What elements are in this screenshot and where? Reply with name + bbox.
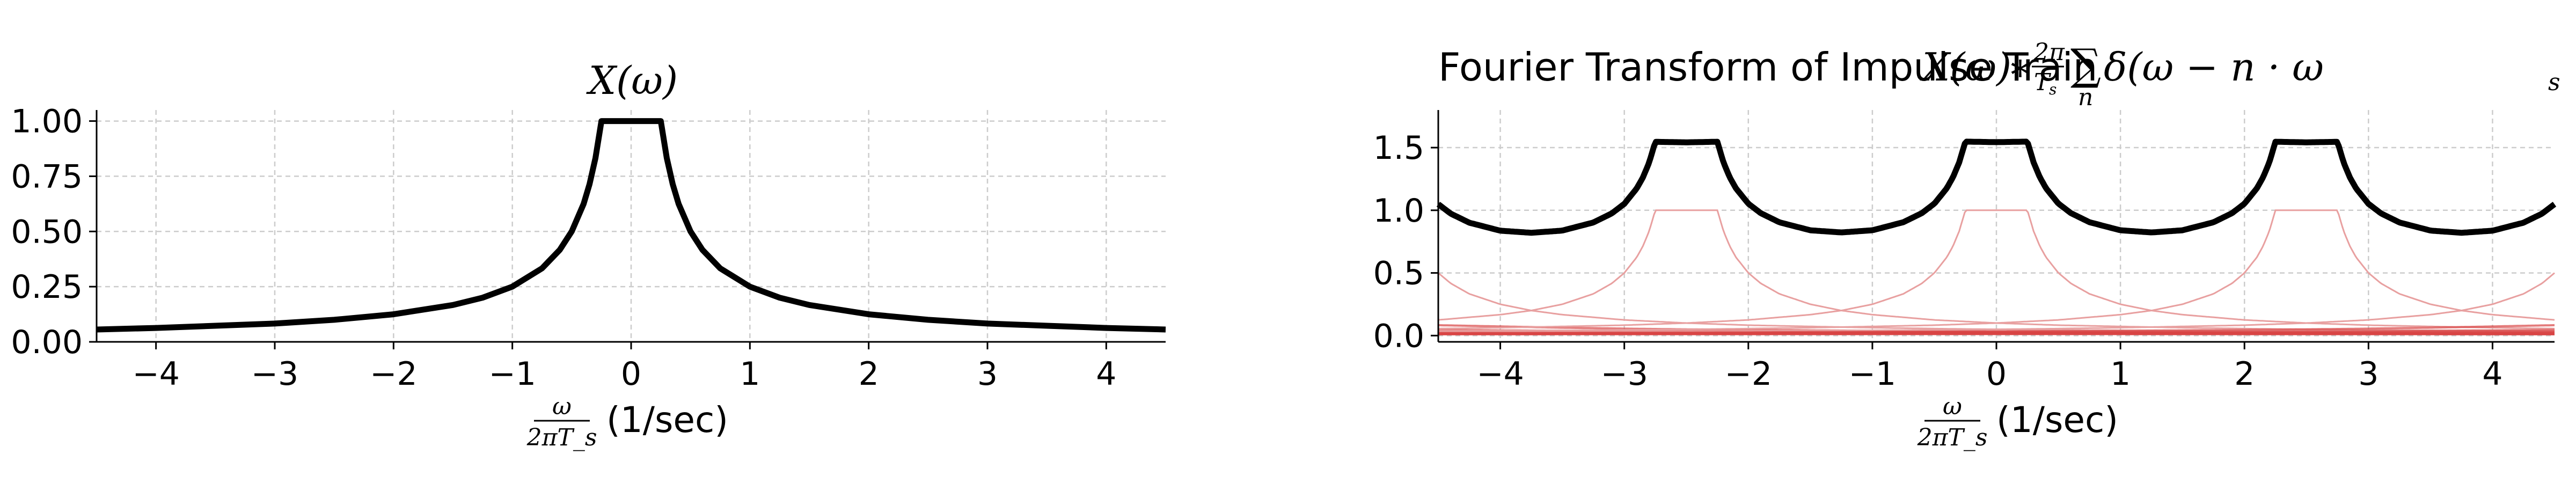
left-xtick-label: −3 (251, 355, 298, 393)
chart-impulse-train: −4 −3 −2 −1 0 1 2 3 4 0.0 0.5 1.0 1.5 Fourier Transf… (1373, 39, 2560, 451)
right-shifted-copy-line (1438, 209, 2555, 330)
left-xtick-label: 1 (740, 355, 760, 393)
right-xlabel-unit: (1/sec) (1996, 399, 2118, 441)
chart-x-omega: −4 −3 −2 −1 0 1 2 3 4 0.00 0.25 0.50 0.75 1.00 X(ω) ω… (11, 58, 1166, 451)
right-shifted-copy-line (1438, 209, 2555, 332)
right-sum-series (1436, 138, 2557, 236)
right-xtick-label: −3 (1600, 355, 1648, 393)
left-ytick-label: 0.50 (11, 213, 83, 251)
left-ytick-label: 1.00 (11, 103, 83, 141)
right-shifted-copy-line (1438, 209, 2555, 332)
right-title-math-ws-sub: s (2548, 69, 2560, 96)
left-ticks: −4 −3 −2 −1 0 1 2 3 4 0.00 0.25 0.50 0.75 1.00 (11, 103, 1116, 393)
right-xtick-label: −2 (1725, 355, 1772, 393)
right-title-math-ts-sub: s (2049, 80, 2057, 98)
left-xlabel-numerator: ω (552, 393, 572, 420)
left-xlabel-denominator: 2πT_s (526, 424, 597, 451)
right-ticks: −4 −3 −2 −1 0 1 2 3 4 0.0 0.5 1.0 1.5 (1373, 129, 2503, 393)
left-ytick-label: 0.25 (11, 268, 83, 306)
left-xtick-label: 4 (1096, 355, 1116, 393)
right-xlabel-denominator: 2πT_s (1917, 424, 1988, 451)
right-title-math-star: ∗ (2007, 45, 2033, 90)
left-xtick-label: 2 (859, 355, 879, 393)
right-shifted-copies (1438, 209, 2555, 335)
left-series (96, 118, 1166, 333)
right-title-math-sigma: ∑ (2070, 40, 2101, 90)
right-xtick-label: 2 (2234, 355, 2255, 393)
left-xlabel-unit: (1/sec) (606, 399, 728, 441)
right-xtick-label: 3 (2358, 355, 2379, 393)
left-series-line (96, 118, 1166, 333)
right-xlabel: ω 2πT_s (1/sec) (1917, 393, 2118, 451)
left-xtick-label: −2 (370, 355, 417, 393)
right-title-math: X(ω) ∗ 2π T s ∑ n δ(ω − n · ω s (1920, 39, 2560, 111)
right-sum-line (1436, 138, 2557, 236)
right-title-math-ts: T (2034, 69, 2052, 96)
right-title-math-2pi: 2π (2033, 39, 2065, 66)
left-title: X(ω) (586, 58, 678, 103)
left-ytick-label: 0.75 (11, 158, 83, 195)
left-xtick-label: 0 (621, 355, 641, 393)
right-xtick-label: 0 (1986, 355, 2007, 393)
right-xtick-label: 1 (2110, 355, 2131, 393)
left-xtick-label: −1 (488, 355, 536, 393)
right-title-text: Fourier Transform of Impulse Train (1438, 45, 2097, 90)
right-xlabel-numerator: ω (1943, 393, 1962, 420)
right-title-math-delta: δ(ω − n · ω (2104, 45, 2324, 90)
left-ytick-label: 0.00 (11, 324, 83, 361)
right-title-math-x: X(ω) (1920, 45, 2011, 90)
right-title: Fourier Transform of Impulse Train X(ω) … (1438, 39, 2560, 111)
right-xtick-label: −1 (1849, 355, 1896, 393)
right-ytick-label: 0.5 (1373, 255, 1424, 292)
left-gridlines (97, 110, 1166, 343)
right-xtick-label: −4 (1476, 355, 1524, 393)
right-xtick-label: 4 (2482, 355, 2502, 393)
right-title-math-n: n (2078, 84, 2093, 111)
left-xtick-label: −4 (132, 355, 179, 393)
right-ytick-label: 1.0 (1373, 192, 1424, 230)
right-ytick-label: 0.0 (1373, 317, 1424, 355)
right-ytick-label: 1.5 (1373, 129, 1424, 167)
left-xlabel: ω 2πT_s (1/sec) (526, 393, 728, 451)
left-xtick-label: 3 (977, 355, 998, 393)
